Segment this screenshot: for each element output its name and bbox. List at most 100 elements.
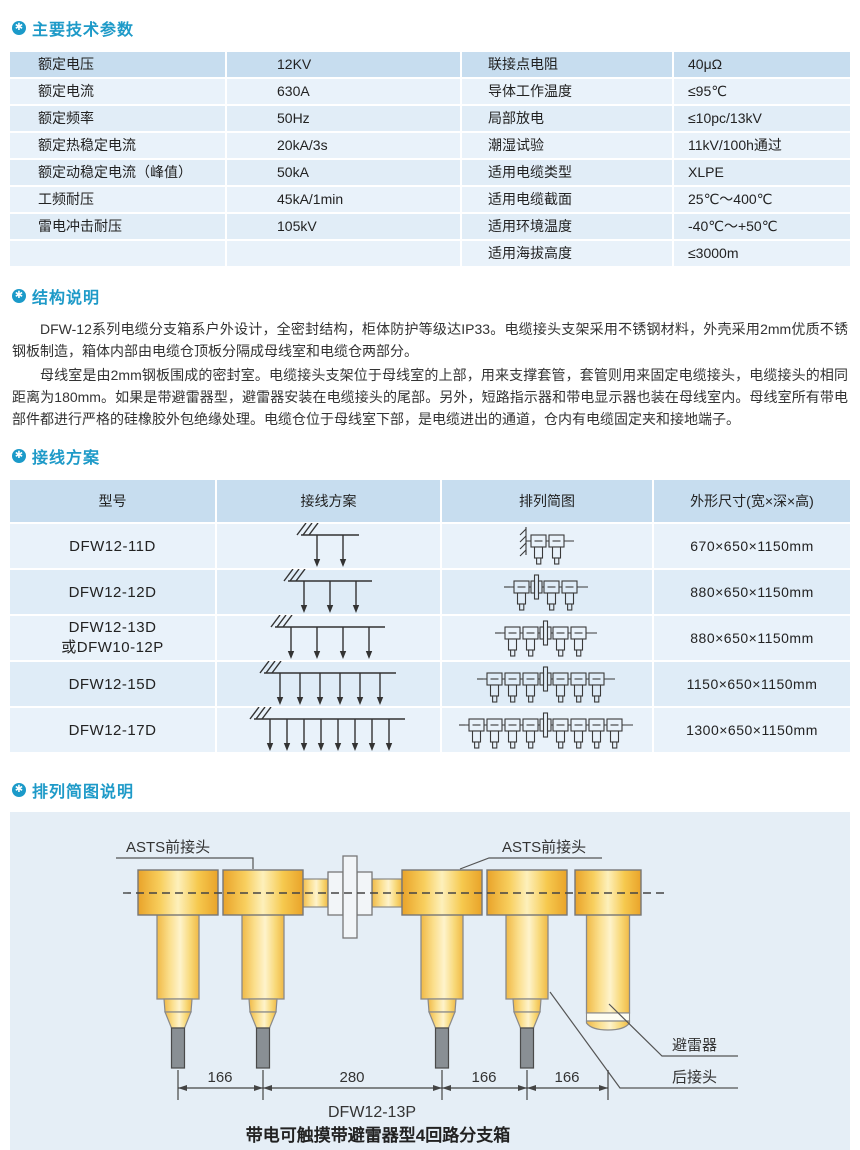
param-value: -40℃～+50℃ bbox=[672, 214, 850, 241]
param-value: 11kV/100h通过 bbox=[672, 133, 850, 160]
param-label: 联接点电阻 bbox=[460, 52, 672, 79]
section-title-text: 主要技术参数 bbox=[32, 22, 135, 39]
param-value: 50Hz bbox=[225, 106, 460, 133]
model-cell: DFW12-11D bbox=[10, 524, 215, 570]
arrangement-cell bbox=[440, 524, 652, 570]
param-label bbox=[10, 241, 225, 268]
dimension-lines bbox=[177, 1070, 609, 1100]
arrangement-diagram bbox=[518, 525, 576, 567]
drawing-model-label: DFW12-13P bbox=[328, 1104, 416, 1121]
param-label: 额定动稳定电流（峰值） bbox=[10, 160, 225, 187]
section-structure-title: ✱ 结构说明 bbox=[12, 284, 850, 308]
arrangement-drawing: ASTS前接头 ASTS前接头 避雷器 后接头 166 280 166 166 … bbox=[116, 839, 738, 1145]
star-icon: ✱ bbox=[12, 449, 26, 463]
param-label: 潮湿试验 bbox=[460, 133, 672, 160]
section-title-text: 结构说明 bbox=[32, 290, 101, 307]
star-icon: ✱ bbox=[12, 21, 26, 35]
arrangement-diagram bbox=[495, 617, 599, 659]
param-label: 导体工作温度 bbox=[460, 79, 672, 106]
arrangement-cell bbox=[440, 708, 652, 754]
wiring-scheme-cell bbox=[215, 661, 440, 708]
wiring-scheme-cell bbox=[215, 569, 440, 616]
section-arrangement-title: ✱ 排列简图说明 bbox=[12, 778, 850, 802]
param-label: 工频耐压 bbox=[10, 187, 225, 214]
param-label: 适用环境温度 bbox=[460, 214, 672, 241]
arrangement-drawing-panel: ASTS前接头 ASTS前接头 避雷器 后接头 166 280 166 166 … bbox=[10, 812, 850, 1150]
param-value: 12KV bbox=[225, 52, 460, 79]
front-right-label: ASTS前接头 bbox=[502, 839, 586, 856]
param-value: 25℃～400℃ bbox=[672, 187, 850, 214]
size-cell: 880×650×1150mm bbox=[652, 570, 850, 616]
front-right-leader bbox=[459, 857, 602, 870]
dim-280: 280 bbox=[339, 1069, 364, 1086]
size-cell: 880×650×1150mm bbox=[652, 616, 850, 662]
wiring-scheme-cell bbox=[215, 523, 440, 570]
wiring-diagram bbox=[280, 569, 378, 615]
arrangement-cell bbox=[440, 616, 652, 662]
param-label: 适用电缆截面 bbox=[460, 187, 672, 214]
arrangement-diagram bbox=[504, 571, 590, 613]
model-cell: DFW12-15D bbox=[10, 662, 215, 708]
param-label: 额定热稳定电流 bbox=[10, 133, 225, 160]
section-title-text: 排列简图说明 bbox=[32, 784, 135, 801]
model-cell: DFW12-13D 或DFW10-12P bbox=[10, 616, 215, 662]
dim-166-1: 166 bbox=[207, 1069, 232, 1086]
size-cell: 1150×650×1150mm bbox=[652, 662, 850, 708]
structure-paragraph-1: DFW-12系列电缆分支箱系户外设计，全密封结构，柜体防护等级达IP33。电缆接… bbox=[12, 321, 848, 359]
rear-leader bbox=[549, 991, 738, 1089]
model-cell: DFW12-12D bbox=[10, 570, 215, 616]
column-header-scheme: 接线方案 bbox=[215, 480, 440, 524]
param-value: 20kA/3s bbox=[225, 133, 460, 160]
param-label: 局部放电 bbox=[460, 106, 672, 133]
star-icon: ✱ bbox=[12, 289, 26, 303]
arrangement-diagram bbox=[477, 663, 617, 705]
param-value: 50kA bbox=[225, 160, 460, 187]
model-name: DFW12-13D bbox=[68, 619, 157, 636]
arrangement-cell bbox=[440, 662, 652, 708]
structure-paragraph-2: 母线室是由2mm钢板围成的密封室。电缆接头支架位于母线室的上部，用来支撑套管，套… bbox=[12, 367, 848, 427]
leader-lines bbox=[116, 857, 738, 1089]
dim-166-3: 166 bbox=[554, 1069, 579, 1086]
size-cell: 1300×650×1150mm bbox=[652, 708, 850, 754]
connector-shapes bbox=[137, 855, 642, 1069]
size-cell: 670×650×1150mm bbox=[652, 524, 850, 570]
section-wiring-title: ✱ 接线方案 bbox=[12, 444, 850, 468]
structure-description: DFW-12系列电缆分支箱系户外设计，全密封结构，柜体防护等级达IP33。电缆接… bbox=[12, 318, 848, 430]
wiring-diagram bbox=[256, 661, 402, 707]
section-title-text: 接线方案 bbox=[32, 450, 101, 467]
param-label: 额定频率 bbox=[10, 106, 225, 133]
param-value: 105kV bbox=[225, 214, 460, 241]
front-left-label: ASTS前接头 bbox=[126, 839, 210, 856]
param-value: XLPE bbox=[672, 160, 850, 187]
model-name: DFW12-17D bbox=[68, 721, 157, 739]
param-value: ≤3000m bbox=[672, 241, 850, 268]
model-name: DFW12-15D bbox=[68, 675, 157, 693]
model-alt-name: 或DFW10-12P bbox=[61, 639, 164, 656]
star-icon: ✱ bbox=[12, 783, 26, 797]
param-label: 雷电冲击耐压 bbox=[10, 214, 225, 241]
param-value: 630A bbox=[225, 79, 460, 106]
dim-166-2: 166 bbox=[471, 1069, 496, 1086]
rear-connector-label: 后接头 bbox=[672, 1069, 717, 1086]
param-value: ≤95℃ bbox=[672, 79, 850, 106]
arrester-leader bbox=[608, 1003, 738, 1057]
param-value: 40μΩ bbox=[672, 52, 850, 79]
wiring-scheme-cell bbox=[215, 707, 440, 754]
model-name: DFW12-11D bbox=[69, 537, 156, 555]
model-cell: DFW12-17D bbox=[10, 708, 215, 754]
wiring-table: 型号 接线方案 排列简图 外形尺寸(宽×深×高) DFW12-11D 670×6… bbox=[10, 480, 850, 754]
param-label: 额定电压 bbox=[10, 52, 225, 79]
param-label: 适用电缆类型 bbox=[460, 160, 672, 187]
section-params-title: ✱ 主要技术参数 bbox=[12, 16, 850, 40]
column-header-model: 型号 bbox=[10, 480, 215, 524]
wiring-diagram bbox=[293, 523, 365, 569]
param-value: ≤10pc/13kV bbox=[672, 106, 850, 133]
param-value bbox=[225, 241, 460, 268]
param-value: 45kA/1min bbox=[225, 187, 460, 214]
params-table: 额定电压 12KV 联接点电阻 40μΩ 额定电流 630A 导体工作温度 ≤95℃ 额定频率 5… bbox=[10, 52, 850, 268]
drawing-caption: 带电可触摸带避雷器型4回路分支箱 bbox=[246, 1125, 510, 1145]
front-left-leader bbox=[116, 857, 254, 869]
param-label: 额定电流 bbox=[10, 79, 225, 106]
wiring-scheme-cell bbox=[215, 615, 440, 662]
